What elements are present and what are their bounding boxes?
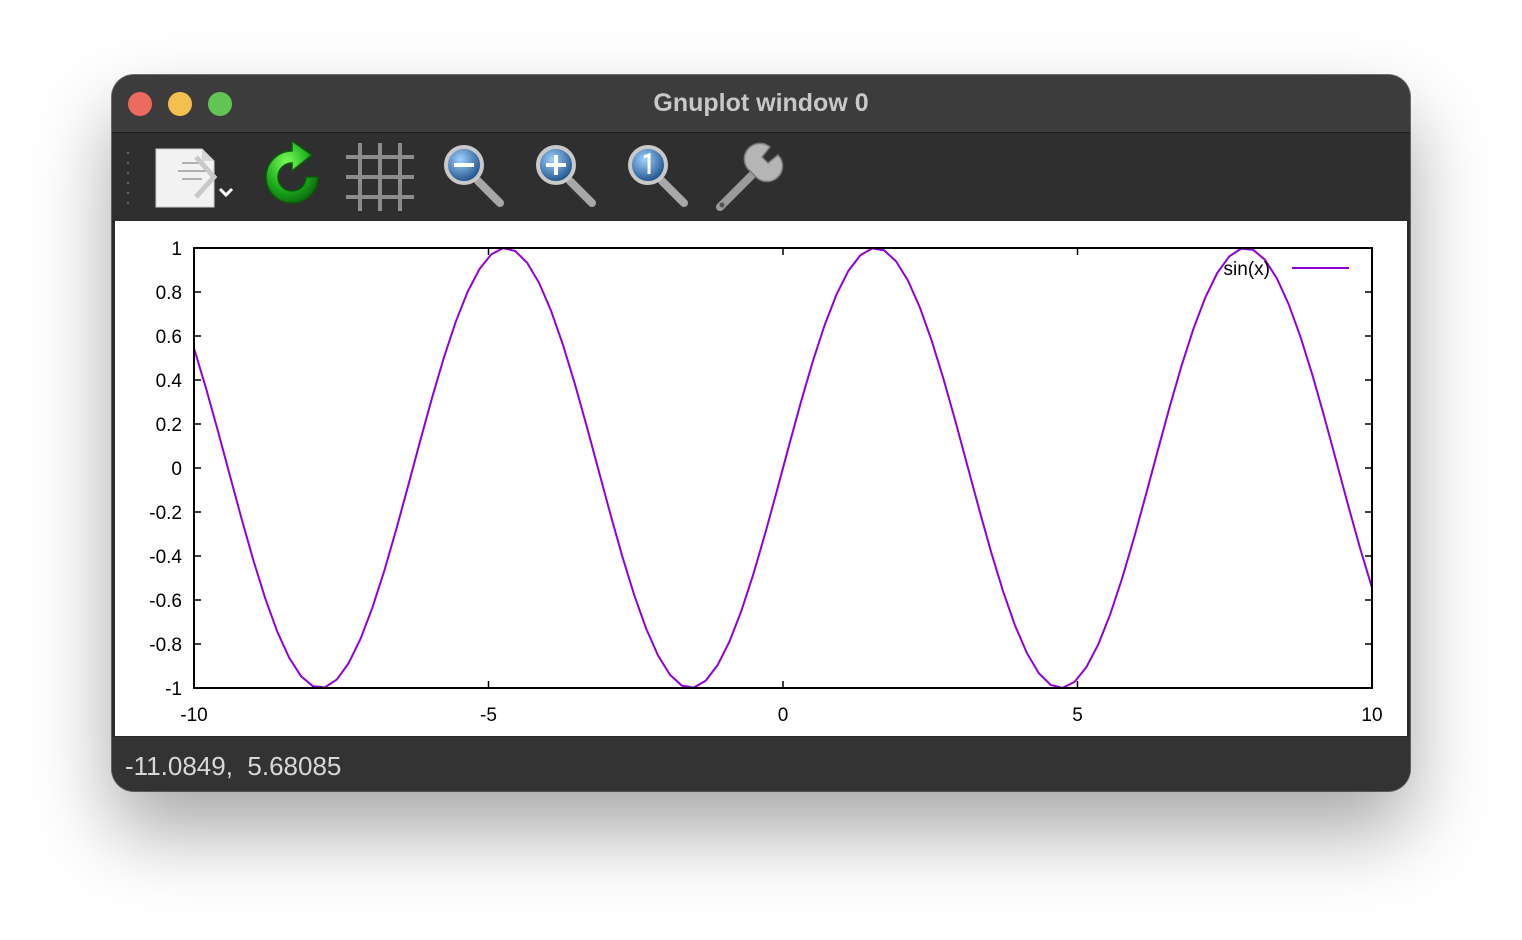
y-tick-label: 0.4 bbox=[156, 371, 183, 392]
y-tick-label: 0.2 bbox=[156, 415, 182, 436]
zoom-in-icon bbox=[536, 145, 596, 207]
y-tick-label: 0 bbox=[171, 459, 182, 480]
zoom-reset-icon bbox=[628, 145, 688, 207]
gnuplot-window: Gnuplot window 0 bbox=[112, 75, 1410, 791]
sine-plot-chart[interactable]: 1 0.8 0.6 0.4 0.2 0 -0.2 -0.4 -0.6 -0.8 -1 -10 -5 0 5… bbox=[115, 221, 1407, 736]
toolbar bbox=[112, 133, 1410, 222]
minimize-window-button[interactable] bbox=[168, 92, 192, 116]
x-tick-label: -10 bbox=[180, 705, 207, 726]
y-tick-label: -0.4 bbox=[149, 547, 182, 568]
x-tick-label: -5 bbox=[480, 705, 497, 726]
legend: sin(x) bbox=[1224, 259, 1349, 280]
grid-icon bbox=[346, 143, 414, 211]
export-button[interactable] bbox=[152, 141, 234, 213]
x-tick-label: 5 bbox=[1072, 705, 1083, 726]
toolbar-grip-handle[interactable] bbox=[126, 149, 130, 205]
y-tick-label: -0.2 bbox=[149, 503, 182, 524]
zoom-next-button[interactable] bbox=[530, 141, 602, 213]
settings-button[interactable] bbox=[714, 141, 786, 213]
wrench-icon bbox=[716, 142, 784, 211]
y-tick-label: -1 bbox=[165, 679, 182, 700]
y-tick-label: -0.8 bbox=[149, 635, 182, 656]
autoscale-button[interactable] bbox=[622, 141, 694, 213]
grid-toggle-button[interactable] bbox=[344, 141, 416, 213]
y-tick-label: 0.8 bbox=[156, 283, 182, 304]
close-window-button[interactable] bbox=[128, 92, 152, 116]
replot-button[interactable] bbox=[256, 141, 328, 213]
zoom-out-icon bbox=[444, 145, 504, 207]
zoom-previous-button[interactable] bbox=[438, 141, 510, 213]
zoom-window-button[interactable] bbox=[208, 92, 232, 116]
plot-canvas[interactable]: 1 0.8 0.6 0.4 0.2 0 -0.2 -0.4 -0.6 -0.8 -1 -10 -5 0 5… bbox=[115, 221, 1407, 736]
export-document-icon bbox=[155, 148, 234, 208]
plot-border bbox=[193, 247, 1373, 689]
mouse-coordinates-readout: -11.0849, 5.68085 bbox=[125, 751, 342, 781]
refresh-icon bbox=[265, 141, 319, 204]
window-title: Gnuplot window 0 bbox=[653, 89, 869, 117]
x-tick-label: 0 bbox=[778, 705, 789, 726]
title-bar[interactable]: Gnuplot window 0 bbox=[112, 75, 1410, 133]
status-bar: -11.0849, 5.68085 bbox=[112, 737, 1410, 791]
y-tick-label: 0.6 bbox=[156, 327, 182, 348]
y-tick-label: -0.6 bbox=[149, 591, 182, 612]
x-tick-label: 10 bbox=[1361, 705, 1382, 726]
legend-label: sin(x) bbox=[1224, 259, 1270, 280]
series-line-sin-x bbox=[193, 247, 1373, 689]
y-tick-label: 1 bbox=[171, 239, 182, 260]
